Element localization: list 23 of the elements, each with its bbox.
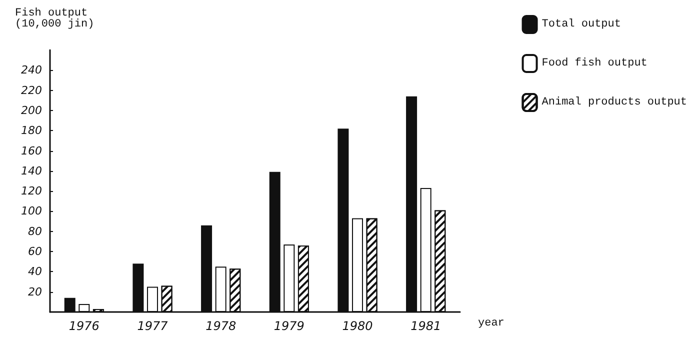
y-tick-label: 180 xyxy=(21,124,42,138)
x-tick-label: 1980 xyxy=(342,319,374,333)
y-tick-label: 140 xyxy=(21,164,42,178)
y-tick-label: 40 xyxy=(28,265,42,278)
y-tick-label: 220 xyxy=(21,84,42,97)
y-tick-label: 80 xyxy=(28,224,42,238)
y-tick-label: 100 xyxy=(21,204,42,218)
legend-label: Total output xyxy=(542,18,621,30)
y-tick-label: 20 xyxy=(28,285,42,298)
y-tick-label: 240 xyxy=(21,64,42,77)
x-tick-label: 1977 xyxy=(137,319,168,333)
x-tick-label: 1981 xyxy=(410,319,442,333)
legend-label: Animal products output xyxy=(542,96,688,108)
x-axis-title: year xyxy=(478,318,504,330)
y-tick-label: 160 xyxy=(21,144,42,158)
x-tick-label: 1978 xyxy=(206,319,236,333)
x-tick-label: 1976 xyxy=(68,319,100,333)
x-tick-label: 1979 xyxy=(274,319,304,333)
legend-label: Food fish output xyxy=(542,58,648,70)
y-axis-title: Fish output (10,000 jin) xyxy=(15,8,94,30)
y-tick-label: 120 xyxy=(21,184,42,198)
y-tick-label: 60 xyxy=(28,245,42,258)
y-tick-label: 200 xyxy=(21,104,42,117)
